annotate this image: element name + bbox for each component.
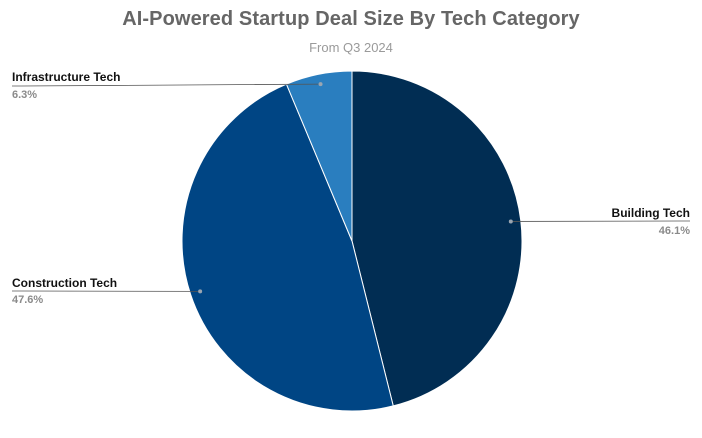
pie-slice-construction-tech (181, 83, 394, 412)
callout-line-infrastructure-tech (12, 83, 321, 87)
pie-callouts (12, 82, 690, 294)
slice-label-building-tech: Building Tech (612, 206, 690, 220)
chart-title: AI-Powered Startup Deal Size By Tech Cat… (122, 8, 580, 30)
slice-label-infrastructure-tech: Infrastructure Tech (12, 70, 120, 84)
callout-dot-infrastructure-tech (318, 82, 323, 87)
pie-slices (181, 70, 523, 412)
pie-slice-building-tech (351, 70, 523, 407)
callout-dot-building-tech (508, 219, 513, 224)
callout-dot-construction-tech (198, 289, 203, 294)
slice-value-infrastructure-tech: 6.3% (12, 89, 37, 101)
slice-value-building-tech: 46.1% (659, 225, 690, 237)
chart-subtitle: From Q3 2024 (309, 40, 393, 55)
slice-label-construction-tech: Construction Tech (12, 276, 117, 290)
slice-value-construction-tech: 47.6% (12, 294, 43, 306)
